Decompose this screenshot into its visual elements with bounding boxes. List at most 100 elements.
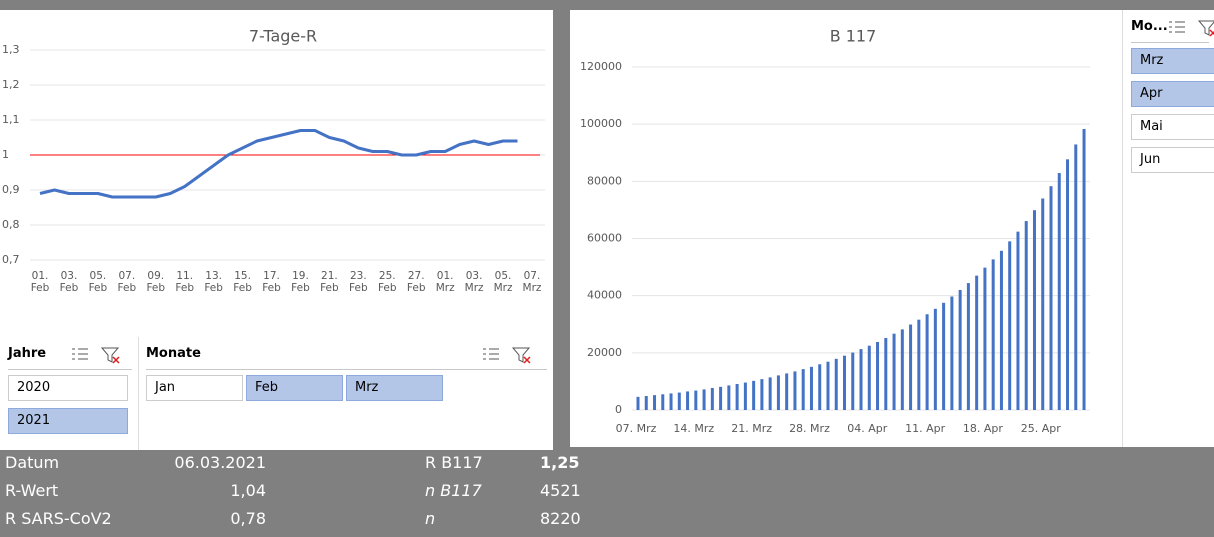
x-tick-label: 05. Feb [88, 270, 108, 294]
table-cell: 0,78 [230, 509, 266, 528]
x-tick-label: 07. Mrz [522, 270, 542, 294]
table-cell: 8220 [540, 509, 581, 528]
x-tick-label: 11. Feb [175, 270, 194, 294]
slicer-item[interactable]: Feb [246, 375, 343, 401]
bar [843, 355, 846, 410]
slicer-rule [146, 369, 547, 370]
x-tick-label: 04. Apr [847, 422, 888, 435]
stats-table: Datum 06.03.2021 R B117 1,25 R-Wert 1,04 n B11… [0, 450, 1214, 537]
bar [867, 345, 871, 410]
slicer-title: Jahre [8, 346, 47, 361]
x-tick-label: 23. Feb [349, 270, 368, 294]
bar [760, 379, 764, 410]
bar [975, 275, 979, 410]
bar [1024, 221, 1028, 410]
chart: 7-Tage-R 0,7 0,8 0,9 1 1,1 1,2 1,3 [2, 27, 545, 266]
r-chart-panel: 7-Tage-R 0,7 0,8 0,9 1 1,1 1,2 1,3 01. Feb 03. Fe… [0, 10, 553, 337]
x-tick-label: 21. Feb [320, 270, 339, 294]
bar [859, 349, 863, 410]
bar [933, 308, 937, 410]
slicer-item[interactable]: Mrz [1131, 48, 1214, 74]
bar [983, 267, 987, 410]
slicer-rule [1131, 42, 1209, 43]
bar [727, 385, 731, 410]
bar [752, 380, 756, 410]
bar [719, 386, 723, 410]
bar [917, 319, 921, 410]
bar [818, 364, 822, 410]
month-slicer-right: Mo... Mrz Apr Mai Jun [1122, 10, 1214, 447]
slicer-item[interactable]: Jan [146, 375, 243, 401]
chart: B 117 0 20000 40000 60000 80000 100000 120000 [580, 27, 1090, 416]
slicer-icons [483, 347, 531, 364]
bar [826, 361, 830, 410]
slicer-item[interactable]: Apr [1131, 81, 1214, 107]
bar [1049, 186, 1053, 410]
table-cell: Datum [5, 453, 60, 472]
bar [809, 366, 813, 410]
bar [785, 373, 789, 410]
bar [1041, 198, 1045, 410]
bar [834, 358, 838, 410]
table-cell: R B117 [425, 453, 483, 472]
y-tick-label: 0,9 [2, 183, 20, 196]
bar [1016, 231, 1020, 410]
x-tick-label: 28. Mrz [789, 422, 830, 435]
y-tick-label: 0 [615, 403, 622, 416]
chart-title: 7-Tage-R [249, 27, 317, 46]
x-tick-label: 11. Apr [905, 422, 946, 435]
bar [793, 371, 797, 410]
table-cell: n B117 [425, 481, 482, 500]
x-tick-label: 18. Apr [962, 422, 1003, 435]
y-tick-label: 1 [2, 148, 9, 161]
bar [653, 395, 657, 410]
bar [1082, 129, 1086, 411]
table-cell: 1,04 [230, 481, 266, 500]
y-tick-label: 40000 [587, 289, 622, 302]
bar [966, 283, 970, 410]
bar [686, 391, 690, 410]
bar [1074, 144, 1078, 411]
slicer-rule [8, 369, 132, 370]
x-tick-label: 01. Mrz [435, 270, 455, 294]
bar [801, 369, 805, 410]
slicer-item[interactable]: Mrz [346, 375, 443, 401]
table-cell: R SARS-CoV2 [5, 509, 112, 528]
y-tick-label: 100000 [580, 117, 622, 130]
y-tick-label: 60000 [587, 232, 622, 245]
y-tick-label: 1,2 [2, 78, 20, 91]
bar [900, 329, 904, 410]
slicer-icons [72, 347, 120, 364]
y-tick-label: 80000 [587, 174, 622, 187]
table-cell: 06.03.2021 [174, 453, 266, 472]
x-tick-label: 07. Feb [117, 270, 137, 294]
bar [892, 333, 896, 410]
x-tick-label: 25. Feb [377, 270, 397, 294]
x-tick-label: 17. Feb [262, 270, 281, 294]
bar [636, 396, 640, 410]
bar [909, 324, 913, 410]
line-series [39, 129, 518, 199]
bar [661, 394, 665, 410]
x-tick-label: 15. Feb [233, 270, 252, 294]
slicer-item[interactable]: 2021 [8, 408, 128, 434]
bar [851, 352, 855, 410]
slicer-item[interactable]: 2020 [8, 375, 128, 401]
bar [1032, 210, 1036, 410]
y-tick-label: 0,7 [2, 253, 20, 266]
bar [1057, 173, 1061, 410]
bar [677, 392, 681, 410]
x-tick-label: 21. Mrz [731, 422, 773, 435]
chart-title: B 117 [830, 27, 877, 46]
bar [1008, 241, 1012, 410]
bar [776, 375, 780, 410]
bar [884, 337, 888, 410]
slicer-item[interactable]: Jun [1131, 147, 1214, 173]
x-tick-label: 09. Feb [146, 270, 166, 294]
y-tick-label: 20000 [587, 346, 622, 359]
x-tick-label: 03. Feb [59, 270, 79, 294]
slicer-item[interactable]: Mai [1131, 114, 1214, 140]
slicer-title: Mo... [1131, 19, 1168, 34]
bar [768, 377, 772, 410]
